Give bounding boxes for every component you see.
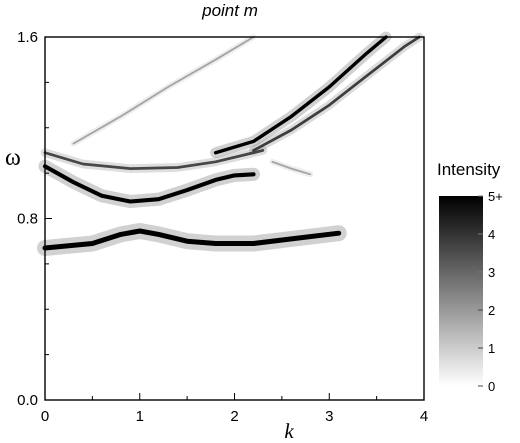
branch-4 (213, 35, 388, 155)
y-axis-label: ω (5, 145, 21, 171)
colorbar-tick-label: 2 (488, 303, 495, 318)
heatmap-layer (37, 31, 424, 256)
branch-2 (42, 164, 256, 204)
x-tick-label: 3 (325, 408, 333, 425)
y-axis-ticks: 0.0 0.8 1.6 (17, 29, 52, 409)
colorbar-tick-label: 0 (488, 379, 495, 394)
colorbar: Intensity 0 1 2 3 4 5+ (437, 160, 503, 394)
colorbar-tick-label: 5+ (488, 189, 503, 204)
colorbar-tick-label: 3 (488, 265, 495, 280)
colorbar-tick-label: 1 (488, 341, 495, 356)
x-tick-label: 1 (136, 408, 144, 425)
plot-area: 0 1 2 3 4 0.0 0.8 1.6 (17, 29, 428, 425)
colorbar-ticks: 0 1 2 3 4 5+ (478, 189, 503, 394)
branch-7 (271, 160, 312, 176)
chart-title: point m (201, 1, 258, 20)
branch-3 (43, 149, 265, 170)
branch-6 (72, 36, 255, 145)
branch-1 (42, 228, 342, 251)
colorbar-title: Intensity (437, 160, 501, 179)
x-axis-ticks: 0 1 2 3 4 (41, 393, 428, 425)
x-tick-label: 2 (230, 408, 238, 425)
branch-5 (252, 35, 421, 152)
colorbar-tick-label: 4 (488, 227, 495, 242)
y-tick-label: 0.0 (17, 392, 38, 409)
x-axis-label: k (284, 419, 294, 443)
y-tick-label: 0.8 (17, 211, 38, 228)
plot-background (45, 37, 424, 400)
colorbar-gradient (439, 196, 483, 386)
y-tick-label: 1.6 (17, 29, 38, 46)
x-tick-label: 0 (41, 408, 49, 425)
x-tick-label: 4 (420, 408, 428, 425)
